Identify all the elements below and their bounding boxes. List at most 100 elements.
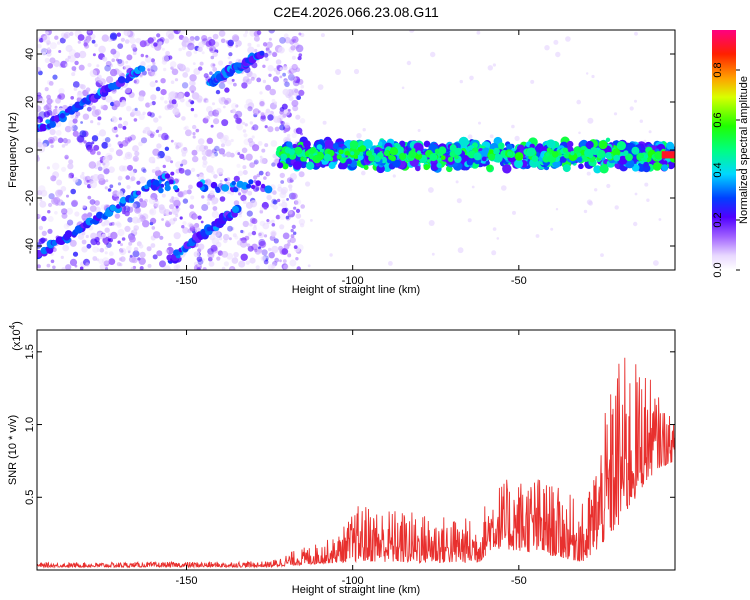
noise-speck — [58, 50, 62, 53]
noise-speck — [295, 67, 301, 72]
noise-speck — [89, 199, 96, 205]
noise-speck — [109, 32, 118, 40]
tone-mark — [165, 183, 170, 187]
x-tick-label: -100 — [342, 275, 364, 287]
noise-speck — [195, 128, 200, 133]
noise-speck — [430, 51, 436, 58]
noise-speck — [99, 156, 104, 161]
noise-speck — [132, 250, 140, 258]
noise-speck — [156, 250, 163, 257]
noise-speck — [89, 205, 97, 213]
noise-speck — [291, 63, 298, 71]
noise-speck — [244, 103, 250, 109]
noise-speck — [89, 69, 98, 78]
noise-speck — [81, 239, 87, 245]
tone-mark — [260, 183, 266, 189]
noise-speck — [132, 265, 136, 270]
noise-speck — [184, 169, 192, 177]
carrier-mark — [305, 161, 315, 170]
y-tick-label: 1.5 — [24, 344, 36, 359]
noise-speck — [271, 98, 276, 103]
noise-speck — [69, 239, 77, 247]
tone-mark — [236, 180, 244, 188]
noise-speck — [67, 163, 74, 170]
carrier-core-mark — [336, 154, 342, 160]
noise-speck — [155, 166, 160, 172]
tone-mark — [210, 181, 218, 189]
noise-speck — [282, 232, 290, 240]
spectrogram-ylabel: Frequency (Hz) — [7, 112, 19, 188]
noise-speck — [203, 73, 209, 79]
carrier-core-mark — [643, 154, 649, 159]
noise-speck — [136, 180, 141, 185]
noise-speck — [275, 214, 281, 220]
noise-speck — [233, 200, 240, 206]
noise-speck — [283, 129, 287, 134]
noise-speck — [97, 74, 102, 80]
tone-mark — [250, 184, 256, 190]
noise-speck — [93, 144, 100, 151]
snr-xlabel: Height of straight line (km) — [292, 584, 420, 596]
noise-speck — [257, 141, 263, 146]
carrier-mark — [466, 159, 474, 166]
noise-speck — [629, 106, 634, 111]
noise-speck — [258, 249, 263, 254]
noise-speck — [109, 184, 114, 189]
noise-speck — [115, 221, 121, 227]
noise-speck — [158, 133, 162, 138]
noise-speck — [65, 58, 69, 63]
noise-speck — [94, 200, 100, 206]
noise-speck — [101, 257, 110, 265]
noise-speck — [62, 33, 69, 40]
carrier-core-mark — [454, 154, 459, 160]
y-tick-label: 40 — [24, 48, 36, 60]
carrier-core-mark — [327, 150, 332, 155]
noise-speck — [179, 97, 185, 103]
carrier-core-mark — [613, 154, 621, 162]
noise-speck — [165, 50, 171, 56]
carrier-core-mark — [591, 147, 599, 156]
noise-speck — [203, 145, 209, 150]
noise-speck — [126, 245, 132, 252]
noise-speck — [139, 74, 143, 78]
noise-speck — [230, 138, 234, 143]
noise-speck — [208, 256, 213, 262]
noise-speck — [68, 55, 76, 63]
carrier-core-mark — [591, 156, 596, 161]
noise-speck — [57, 137, 64, 144]
noise-speck — [276, 64, 281, 70]
noise-speck — [139, 200, 148, 208]
noise-speck — [202, 267, 207, 270]
noise-speck — [86, 179, 90, 183]
carrier-core-mark — [323, 153, 332, 162]
carrier-mark — [643, 161, 649, 168]
noise-speck — [41, 230, 47, 236]
noise-speck — [224, 87, 230, 93]
noise-speck — [281, 103, 288, 110]
noise-speck — [117, 240, 121, 244]
noise-speck — [117, 123, 123, 129]
noise-speck — [66, 194, 69, 198]
noise-speck — [196, 173, 200, 177]
noise-speck — [85, 234, 89, 239]
track-mark — [173, 249, 180, 256]
noise-speck — [268, 37, 272, 41]
carrier-core-mark — [288, 148, 295, 155]
noise-speck — [81, 246, 88, 253]
noise-speck — [279, 213, 286, 220]
noise-speck — [296, 95, 302, 100]
noise-speck — [37, 213, 41, 220]
noise-speck — [74, 60, 79, 66]
noise-speck — [149, 209, 154, 214]
noise-speck — [184, 91, 190, 98]
noise-speck — [159, 260, 166, 268]
snr-series-line — [37, 357, 675, 569]
noise-speck — [408, 30, 415, 33]
noise-speck — [202, 160, 208, 166]
noise-speck — [53, 196, 61, 204]
carrier-mark — [415, 165, 421, 172]
carrier-peak-mark — [661, 151, 675, 159]
y-tick-label: -40 — [24, 238, 36, 254]
noise-speck — [115, 149, 123, 157]
noise-speck — [74, 52, 81, 59]
